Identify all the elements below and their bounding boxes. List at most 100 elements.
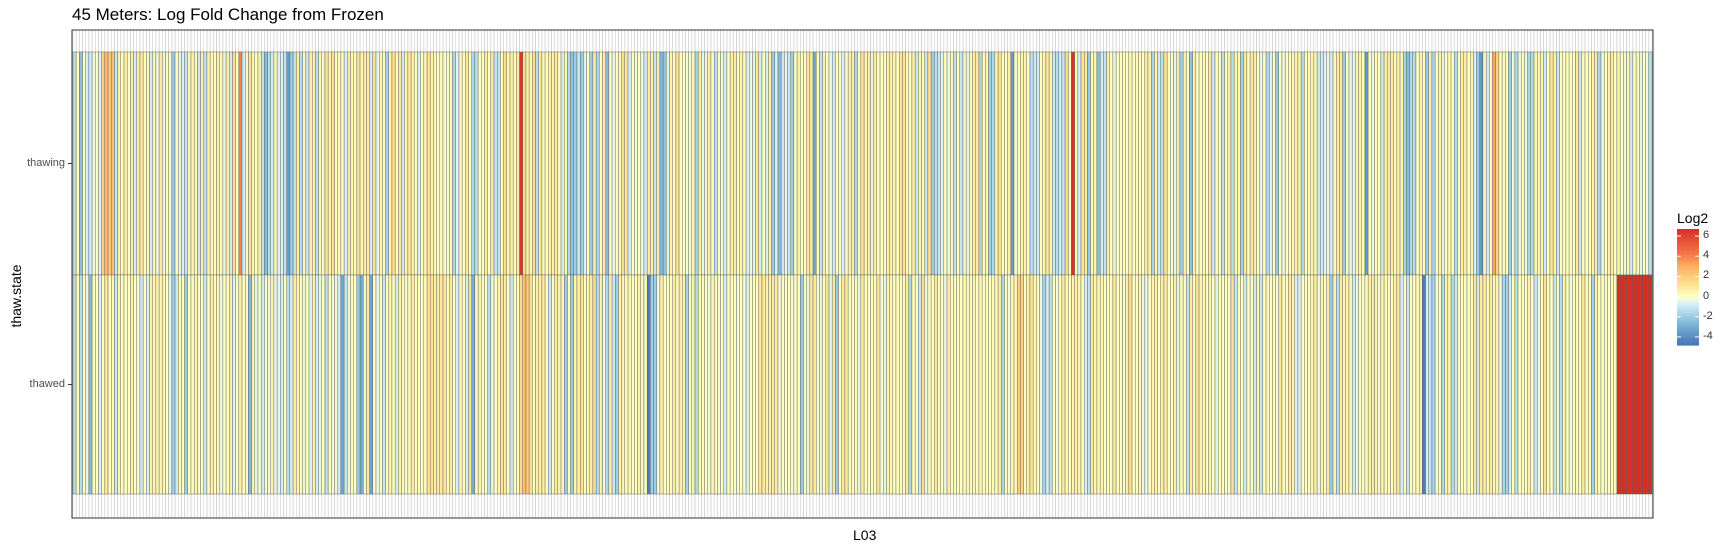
heatmap-cell-thawed-205 <box>723 274 728 495</box>
heatmap-cell-thawing-394 <box>1326 51 1331 276</box>
heatmap-cell-thawing-200 <box>707 51 712 276</box>
heatmap-cell-thawing-267 <box>921 51 925 276</box>
heatmap-cell-thawing-256 <box>886 51 890 276</box>
heatmap-cell-thawed-195 <box>691 274 696 495</box>
heatmap-cell-thawing-165 <box>595 51 600 276</box>
heatmap-cell-thawing-198 <box>701 51 705 276</box>
heatmap-cell-thawing-112 <box>426 51 431 276</box>
legend-colorbar-segment <box>1677 305 1699 308</box>
heatmap-cell-thawed-26 <box>152 274 157 495</box>
heatmap-cell-thawed-480 <box>1600 274 1605 495</box>
heatmap-cell-thawed-387 <box>1304 274 1308 495</box>
heatmap-cell-thawing-89 <box>353 51 358 276</box>
heatmap-cell-thawing-448 <box>1498 51 1503 276</box>
heatmap-cell-thawing-61 <box>264 51 268 276</box>
heatmap-cell-thawed-4 <box>82 274 86 495</box>
heatmap-cell-thawed-271 <box>934 274 938 495</box>
heatmap-cell-thawed-308 <box>1052 274 1056 495</box>
heatmap-cell-thawed-211 <box>742 274 747 495</box>
heatmap-cell-thawed-334 <box>1135 274 1139 495</box>
heatmap-cell-thawing-372 <box>1256 51 1260 276</box>
heatmap-cell-thawing-338 <box>1147 51 1152 276</box>
heatmap-cell-thawing-261 <box>902 51 906 276</box>
heatmap-cell-thawed-360 <box>1217 274 1222 495</box>
heatmap-cell-thawed-317 <box>1080 274 1085 495</box>
heatmap-cell-thawed-144 <box>528 274 533 495</box>
heatmap-cell-thawed-13 <box>111 274 115 495</box>
heatmap-cell-thawing-341 <box>1157 51 1161 276</box>
heatmap-cell-thawing-258 <box>892 51 897 276</box>
heatmap-cell-thawing-184 <box>656 51 661 276</box>
heatmap-cell-thawing-213 <box>749 51 753 276</box>
heatmap-cell-thawed-416 <box>1396 274 1401 495</box>
heatmap-cell-thawing-127 <box>474 51 479 276</box>
heatmap-cell-thawed-354 <box>1198 274 1203 495</box>
heatmap-cell-thawing-1 <box>72 51 77 276</box>
heatmap-cell-thawed-391 <box>1316 274 1321 495</box>
heatmap-cell-thawing-250 <box>867 51 871 276</box>
heatmap-cell-thawing-376 <box>1269 51 1273 276</box>
heatmap-cell-thawing-46 <box>216 51 220 276</box>
legend-colorbar-segment <box>1677 255 1699 258</box>
heatmap-cell-thawing-151 <box>551 51 555 276</box>
heatmap-cell-thawed-304 <box>1039 274 1043 495</box>
heatmap-cell-thawed-231 <box>806 274 811 495</box>
heatmap-cell-thawing-301 <box>1029 51 1034 276</box>
heatmap-cell-thawing-210 <box>739 51 744 276</box>
heatmap-cell-thawing-163 <box>589 51 594 276</box>
heatmap-cell-thawing-17 <box>123 51 128 276</box>
heatmap-cell-thawed-115 <box>436 274 441 495</box>
heatmap-cell-thawing-343 <box>1163 51 1168 276</box>
heatmap-cell-thawing-41 <box>200 51 204 276</box>
heatmap-cell-thawed-219 <box>768 274 772 495</box>
heatmap-cell-thawing-220 <box>771 51 775 276</box>
legend-colorbar-segment <box>1677 331 1699 334</box>
heatmap-cell-thawing-114 <box>433 51 437 276</box>
heatmap-cell-thawed-158 <box>573 274 578 495</box>
heatmap-cell-thawing-443 <box>1482 51 1487 276</box>
legend-colorbar-segment <box>1677 343 1699 346</box>
heatmap-cell-thawed-272 <box>937 274 941 495</box>
legend-colorbar-segment <box>1677 239 1699 242</box>
heatmap-cell-thawed-263 <box>908 274 913 495</box>
heatmap-cell-thawed-119 <box>449 274 453 495</box>
heatmap-cell-thawed-200 <box>707 274 712 495</box>
heatmap-cell-thawed-388 <box>1307 274 1311 495</box>
heatmap-cell-thawing-405 <box>1361 51 1366 276</box>
heatmap-cell-thawed-151 <box>551 274 555 495</box>
heatmap-cell-thawed-240 <box>835 274 839 495</box>
heatmap-cell-thawing-363 <box>1227 51 1232 276</box>
heatmap-cell-thawing-108 <box>414 51 418 276</box>
heatmap-cell-thawing-260 <box>898 51 903 276</box>
heatmap-cell-thawing-455 <box>1521 51 1525 276</box>
heatmap-cell-thawed-438 <box>1466 274 1471 495</box>
heatmap-cell-thawed-176 <box>631 274 635 495</box>
heatmap-cell-thawed-10 <box>101 274 106 495</box>
heatmap-cell-thawed-390 <box>1313 274 1318 495</box>
heatmap-cell-thawing-474 <box>1581 51 1586 276</box>
legend-colorbar-segment <box>1677 323 1699 326</box>
heatmap-cell-thawing-304 <box>1039 51 1043 276</box>
heatmap-cell-thawed-352 <box>1192 274 1197 495</box>
heatmap-cell-thawed-74 <box>305 274 310 495</box>
heatmap-cell-thawing-50 <box>229 51 233 276</box>
heatmap-cell-thawed-441 <box>1476 274 1480 495</box>
heatmap-cell-thawing-119 <box>449 51 453 276</box>
heatmap-cell-thawing-30 <box>165 51 169 276</box>
heatmap-cell-thawing-219 <box>768 51 772 276</box>
heatmap-cell-thawing-26 <box>152 51 157 276</box>
heatmap-cell-thawed-495 <box>1648 274 1653 495</box>
heatmap-cell-thawed-85 <box>340 274 345 495</box>
legend-colorbar-segment <box>1677 245 1699 248</box>
heatmap-cell-thawing-263 <box>908 51 913 276</box>
heatmap-cell-thawed-315 <box>1074 274 1079 495</box>
heatmap-cell-thawing-202 <box>713 51 718 276</box>
heatmap-cell-thawed-382 <box>1288 274 1292 495</box>
heatmap-cell-thawed-118 <box>446 274 450 495</box>
heatmap-cell-thawed-359 <box>1214 274 1219 495</box>
y-tick-label-thawing: thawing <box>27 156 65 169</box>
heatmap-cell-thawed-370 <box>1249 274 1254 495</box>
heatmap-cell-thawing-106 <box>407 51 412 276</box>
heatmap-cell-thawed-214 <box>752 274 756 495</box>
heatmap-cell-thawing-275 <box>946 51 951 276</box>
